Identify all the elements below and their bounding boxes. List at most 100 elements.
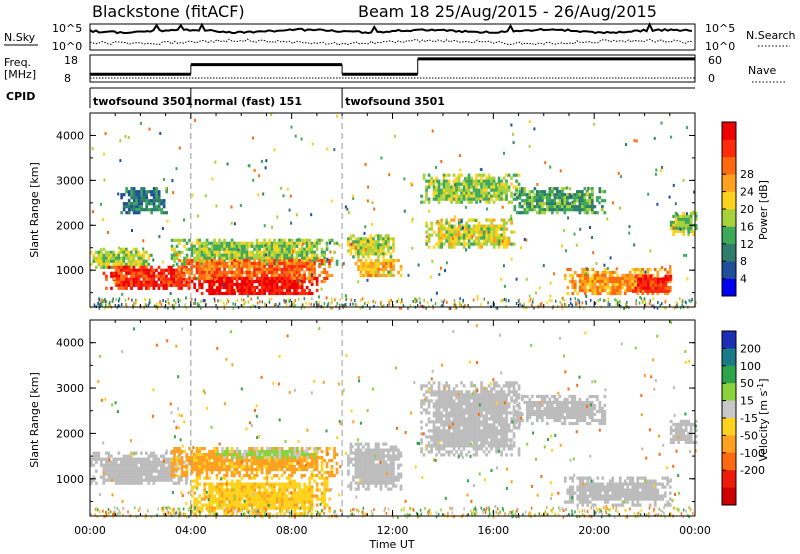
- power-cells-cell: [285, 259, 289, 263]
- power-cells-cell: [203, 247, 206, 251]
- power-cells-speckle: [649, 249, 652, 253]
- power-cells-fringe: [581, 301, 584, 305]
- power-cells-cell: [180, 283, 183, 287]
- power-cells-cell: [102, 271, 106, 275]
- velocity-cells-cell: [245, 500, 249, 504]
- power-cells-speckle: [462, 300, 465, 304]
- power-cells-cell: [330, 256, 334, 260]
- power-cells-cell: [374, 249, 378, 253]
- power-cells-fringe: [240, 298, 243, 302]
- power-cells-cell: [573, 282, 577, 287]
- power-cells-cell: [130, 253, 133, 257]
- power-cells-cell: [447, 221, 451, 225]
- power-cells-cell: [558, 199, 562, 203]
- velocity-cells-cell: [117, 466, 121, 470]
- power-cells-cell: [452, 191, 456, 195]
- power-cells-cell: [105, 256, 108, 260]
- power-cells-cell: [250, 264, 254, 269]
- power-cells-fringe: [322, 306, 325, 310]
- velocity-cells-cell: [180, 459, 184, 463]
- power-cells-cell: [268, 247, 271, 251]
- power-cells-cell: [523, 202, 527, 206]
- power-cells-speckle: [91, 147, 94, 151]
- power-cells-cell: [310, 267, 314, 272]
- power-cells-speckle: [197, 214, 199, 218]
- power-cells-cell: [220, 253, 224, 257]
- power-cells-cell: [290, 270, 294, 275]
- power-cells-cell: [135, 205, 138, 209]
- velocity-cells-cell: [243, 491, 246, 495]
- velocity-cells-cell: [122, 481, 126, 485]
- power-cells-cell: [593, 270, 597, 275]
- power-cells-cell: [280, 279, 284, 284]
- power-cells-cell: [399, 267, 403, 272]
- velocity-cells-cell: [248, 474, 251, 478]
- power-cells-cell: [290, 241, 294, 245]
- velocity-cells-cell: [310, 485, 314, 489]
- power-cells-cell: [130, 271, 133, 275]
- power-cells-fringe: [675, 301, 678, 305]
- power-cells-cell: [303, 247, 306, 251]
- power-cells-cell: [173, 250, 176, 254]
- power-cells-fringe: [432, 306, 435, 310]
- velocity-cells-cell: [198, 468, 201, 472]
- power-cells-cell: [379, 246, 383, 250]
- power-cells-cell: [140, 262, 143, 266]
- power-cells-cell: [606, 279, 610, 284]
- power-cells-cell: [120, 268, 123, 272]
- velocity-cells-cell: [160, 463, 163, 467]
- power-cells-cell: [502, 224, 506, 228]
- power-cells-cell: [127, 283, 131, 287]
- power-cells-speckle: [256, 296, 259, 300]
- power-cells-cell: [220, 282, 224, 287]
- power-cells-fringe: [339, 298, 341, 302]
- power-cells-cell: [265, 250, 269, 254]
- power-cells-cell: [382, 252, 385, 256]
- power-cells-cell: [556, 208, 559, 212]
- power-cells-cell: [120, 280, 123, 284]
- power-cells-cell: [205, 241, 209, 245]
- power-cells-cell: [185, 258, 189, 263]
- velocity-cells-cell: [308, 476, 311, 480]
- power-cells-cell: [465, 224, 468, 228]
- power-cells-cell: [265, 282, 269, 287]
- power-cells-cell: [213, 244, 216, 248]
- power-cells-cell: [457, 200, 461, 204]
- power-cells-speckle: [606, 217, 609, 221]
- power-cells-fringe: [626, 300, 628, 304]
- power-cells-cell: [132, 268, 136, 272]
- power-cells-cell: [485, 227, 488, 231]
- power-cells-cell: [455, 197, 458, 201]
- power-cells-cell: [180, 273, 184, 278]
- power-cells-cell: [285, 273, 289, 278]
- power-cells-fringe: [523, 303, 526, 307]
- power-cells-cell: [377, 255, 380, 259]
- velocity-cells-cell: [125, 478, 128, 482]
- power-cells-cell: [137, 250, 141, 254]
- velocity-cells-cell: [213, 512, 216, 516]
- velocity-cells-cell: [127, 454, 131, 458]
- velocity-cells-cell: [290, 506, 294, 510]
- power-cells-cell: [472, 191, 476, 195]
- power-cells-cell: [173, 247, 176, 251]
- power-cells-cell: [437, 194, 441, 198]
- velocity-cells-cell: [228, 482, 231, 486]
- velocity-cells-cell: [313, 479, 316, 483]
- velocity-cells-cell: [140, 460, 143, 464]
- power-cells-cell: [505, 221, 508, 225]
- power-cells-cell: [195, 241, 199, 245]
- power-cells-cell: [593, 276, 597, 281]
- velocity-cells-cell: [255, 500, 259, 504]
- velocity-cells-cell: [150, 478, 153, 482]
- power-cells-cell: [205, 247, 209, 251]
- velocity-cells-cell: [250, 482, 254, 486]
- power-cells-speckle: [587, 187, 590, 190]
- velocity-cells-cell: [245, 482, 249, 486]
- power-cells-cell: [162, 277, 166, 281]
- power-cells-cell: [596, 291, 600, 296]
- power-cells-cell: [553, 196, 557, 200]
- velocity-cells-cell: [175, 450, 179, 454]
- power-cells-cell: [333, 250, 336, 254]
- velocity-cells-cell: [231, 456, 234, 460]
- power-cells-cell: [465, 185, 468, 189]
